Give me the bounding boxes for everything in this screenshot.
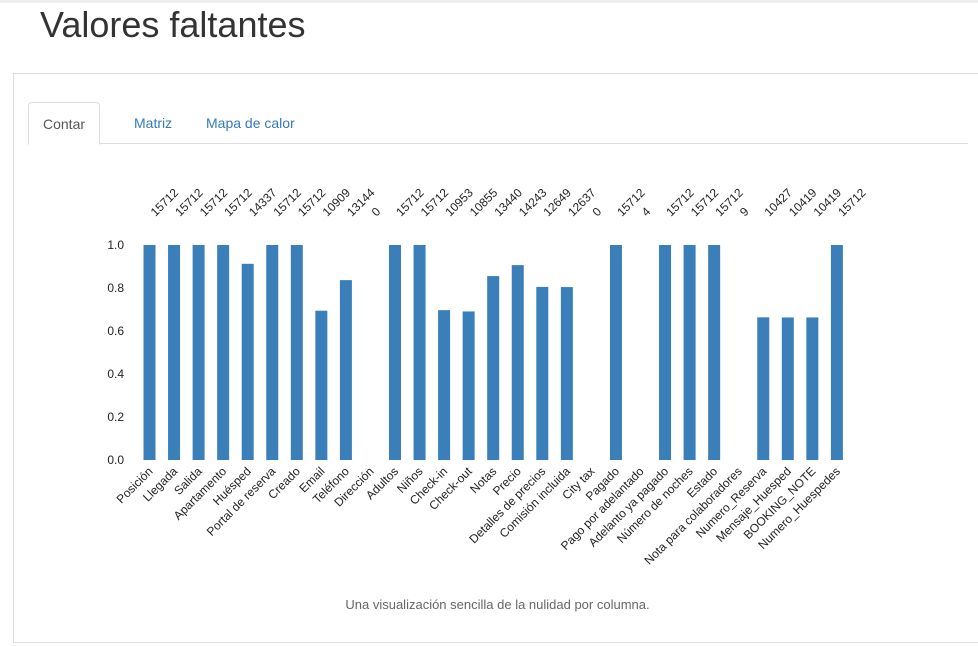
y-tick-label: 0.0 (107, 453, 124, 467)
top-strip (0, 0, 978, 3)
page-title: Valores faltantes (40, 4, 306, 45)
bar (217, 245, 230, 460)
bar (757, 317, 770, 460)
count-label: 0 (369, 204, 384, 219)
bar (266, 245, 279, 460)
bar (511, 265, 524, 460)
count-label: 4 (639, 204, 654, 219)
bar (241, 263, 254, 460)
y-tick-label: 0.8 (107, 281, 124, 295)
bar (413, 245, 426, 460)
bar (536, 286, 549, 460)
bar (438, 310, 451, 460)
bar (609, 245, 622, 460)
y-tick-label: 1.0 (107, 238, 124, 252)
bar (389, 245, 401, 460)
count-label: 9 (737, 204, 752, 219)
bar (659, 245, 672, 460)
bar (806, 317, 819, 460)
bar (339, 280, 352, 460)
chart-caption: Una visualización sencilla de la nulidad… (345, 597, 650, 612)
bar (560, 287, 573, 460)
bar (143, 245, 156, 460)
bar (487, 276, 500, 460)
missingness-bar-chart: 0.00.20.40.60.81.015712Posición15712Lleg… (107, 185, 869, 567)
bar (683, 245, 696, 460)
bar (315, 310, 328, 460)
tab-bar: Contar Matriz Mapa de calor (28, 102, 968, 145)
bar (462, 311, 475, 460)
bar (781, 317, 794, 460)
y-tick-label: 0.6 (107, 324, 124, 338)
tab-matriz[interactable]: Matriz (134, 115, 173, 131)
tab-mapa-de-calor[interactable]: Mapa de calor (206, 115, 295, 131)
count-label: 0 (590, 204, 605, 219)
bar (290, 245, 303, 460)
bar (192, 245, 205, 460)
bar (168, 245, 181, 460)
count-label: 15712 (835, 185, 869, 219)
tab-contar[interactable]: Contar (28, 102, 101, 145)
bar (708, 245, 721, 460)
bar (830, 245, 843, 460)
y-tick-label: 0.2 (107, 410, 124, 424)
y-tick-label: 0.4 (107, 367, 124, 381)
